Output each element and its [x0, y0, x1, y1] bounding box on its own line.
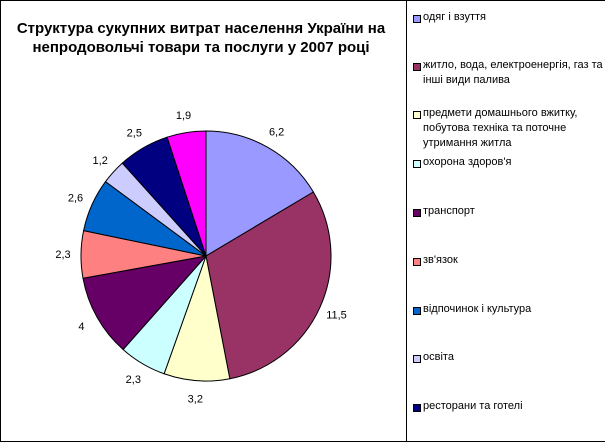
legend-label-4: транспорт — [423, 205, 475, 217]
legend-label-7: освіта — [423, 351, 454, 363]
legend-swatch-5 — [413, 258, 421, 266]
legend-swatch-4 — [413, 209, 421, 217]
slice-value-label-5: 2,3 — [55, 249, 70, 261]
pie-slice-9 — [166, 130, 207, 257]
legend-label-6: відпочинок і культура — [423, 303, 532, 315]
legend-label-2: предмети домашнього вжитку, побутова тех… — [423, 107, 578, 149]
slice-value-label-4: 4 — [78, 321, 84, 333]
slice-value-label-8: 2,5 — [127, 127, 142, 139]
legend-swatch-1 — [413, 63, 421, 71]
slice-value-label-1: 11,5 — [326, 309, 347, 321]
legend-swatch-2 — [413, 111, 421, 119]
pie-chart: 6,2 11,5 3,2 2,3 4 2,3 2,6 1,2 2,5 1,9 — [55, 110, 347, 406]
legend-label-8: ресторани та готелі — [423, 400, 523, 412]
legend-swatch-6 — [413, 307, 421, 315]
legend-swatch-8 — [413, 404, 421, 412]
slice-value-label-2: 3,2 — [188, 394, 203, 406]
slice-value-label-6: 2,6 — [68, 193, 83, 205]
slice-value-label-3: 2,3 — [126, 374, 141, 386]
slice-value-label-9: 1,9 — [176, 110, 191, 122]
legend-swatch-7 — [413, 355, 421, 363]
legend-label-3: охорона здоров'я — [423, 156, 512, 168]
pie-slice-0 — [205, 130, 315, 257]
slice-value-label-0: 6,2 — [269, 127, 284, 139]
legend-label-5: зв'язок — [423, 254, 458, 266]
pie-slice-1 — [205, 191, 332, 380]
pie-slice-4 — [82, 255, 208, 351]
legend-swatch-3 — [413, 160, 421, 168]
legend: одяг і взуття житло, вода, електроенергія… — [406, 1, 605, 441]
legend-swatch-0 — [413, 15, 421, 23]
slice-value-label-7: 1,2 — [93, 155, 108, 167]
legend-label-0: одяг і взуття — [423, 11, 486, 23]
chart-title: Структура сукупних витрат населення Укра… — [16, 20, 386, 56]
legend-label-1: житло, вода, електроенергія, газ та інші… — [423, 59, 603, 86]
